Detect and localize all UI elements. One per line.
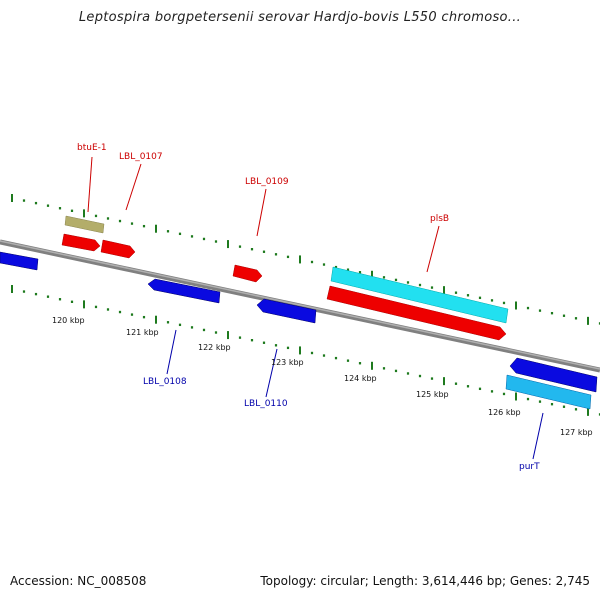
map-title: Leptospira borgpetersenii serovar Hardjo… bbox=[78, 10, 522, 25]
label-LBL_0108: LBL_0108 bbox=[143, 377, 187, 387]
label-btuE-1: btuE-1 bbox=[77, 143, 107, 153]
backbone-highlight bbox=[0, 240, 600, 370]
label-LBL_0110: LBL_0110 bbox=[244, 399, 288, 409]
genome-summary-text: Topology: circular; Length: 3,614,446 bp… bbox=[260, 574, 590, 588]
label-plsB: plsB bbox=[430, 214, 449, 224]
gene-forward-1[interactable] bbox=[61, 233, 101, 252]
scale-labels: 120 kbp 121 kbp 122 kbp 123 kbp 124 kbp … bbox=[52, 316, 593, 437]
label-purT: purT bbox=[519, 462, 540, 472]
leader-LBL_0107 bbox=[125, 163, 142, 211]
upper-tick-track bbox=[11, 194, 600, 325]
leader-plsB bbox=[426, 225, 440, 273]
scale-label-121: 121 kbp bbox=[126, 328, 159, 337]
scale-label-126: 126 kbp bbox=[488, 408, 521, 417]
gene-reverse-left[interactable] bbox=[0, 251, 39, 271]
scale-label-123: 123 kbp bbox=[271, 358, 304, 367]
backbone-line bbox=[0, 239, 600, 373]
label-LBL_0107: LBL_0107 bbox=[119, 152, 163, 162]
gene-LBL_0109[interactable] bbox=[232, 264, 263, 283]
gene-LBL_0108[interactable] bbox=[147, 278, 221, 304]
gene-LBL_0110[interactable] bbox=[256, 298, 317, 324]
leader-purT bbox=[532, 412, 544, 460]
lower-tick-track bbox=[11, 285, 600, 416]
leader-LBL_0108 bbox=[166, 329, 177, 375]
gene-plsB-cds[interactable] bbox=[330, 266, 509, 324]
scale-label-127: 127 kbp bbox=[560, 428, 593, 437]
scale-label-122: 122 kbp bbox=[198, 343, 231, 352]
scale-label-125: 125 kbp bbox=[416, 390, 449, 399]
leader-LBL_0110 bbox=[265, 348, 278, 398]
gene-btuE-1[interactable] bbox=[64, 215, 105, 234]
accession-text: Accession: NC_008508 bbox=[10, 574, 147, 588]
gene-LBL_0107[interactable] bbox=[100, 239, 136, 259]
gene-reverse-right[interactable] bbox=[509, 357, 598, 393]
scale-label-124: 124 kbp bbox=[344, 374, 377, 383]
leader-LBL_0109 bbox=[256, 188, 267, 237]
scale-label-120: 120 kbp bbox=[52, 316, 85, 325]
leader-btuE-1 bbox=[87, 156, 93, 213]
label-LBL_0109: LBL_0109 bbox=[245, 177, 289, 187]
gene-purT-cds[interactable] bbox=[505, 374, 592, 410]
gene-plsB[interactable] bbox=[326, 285, 507, 341]
